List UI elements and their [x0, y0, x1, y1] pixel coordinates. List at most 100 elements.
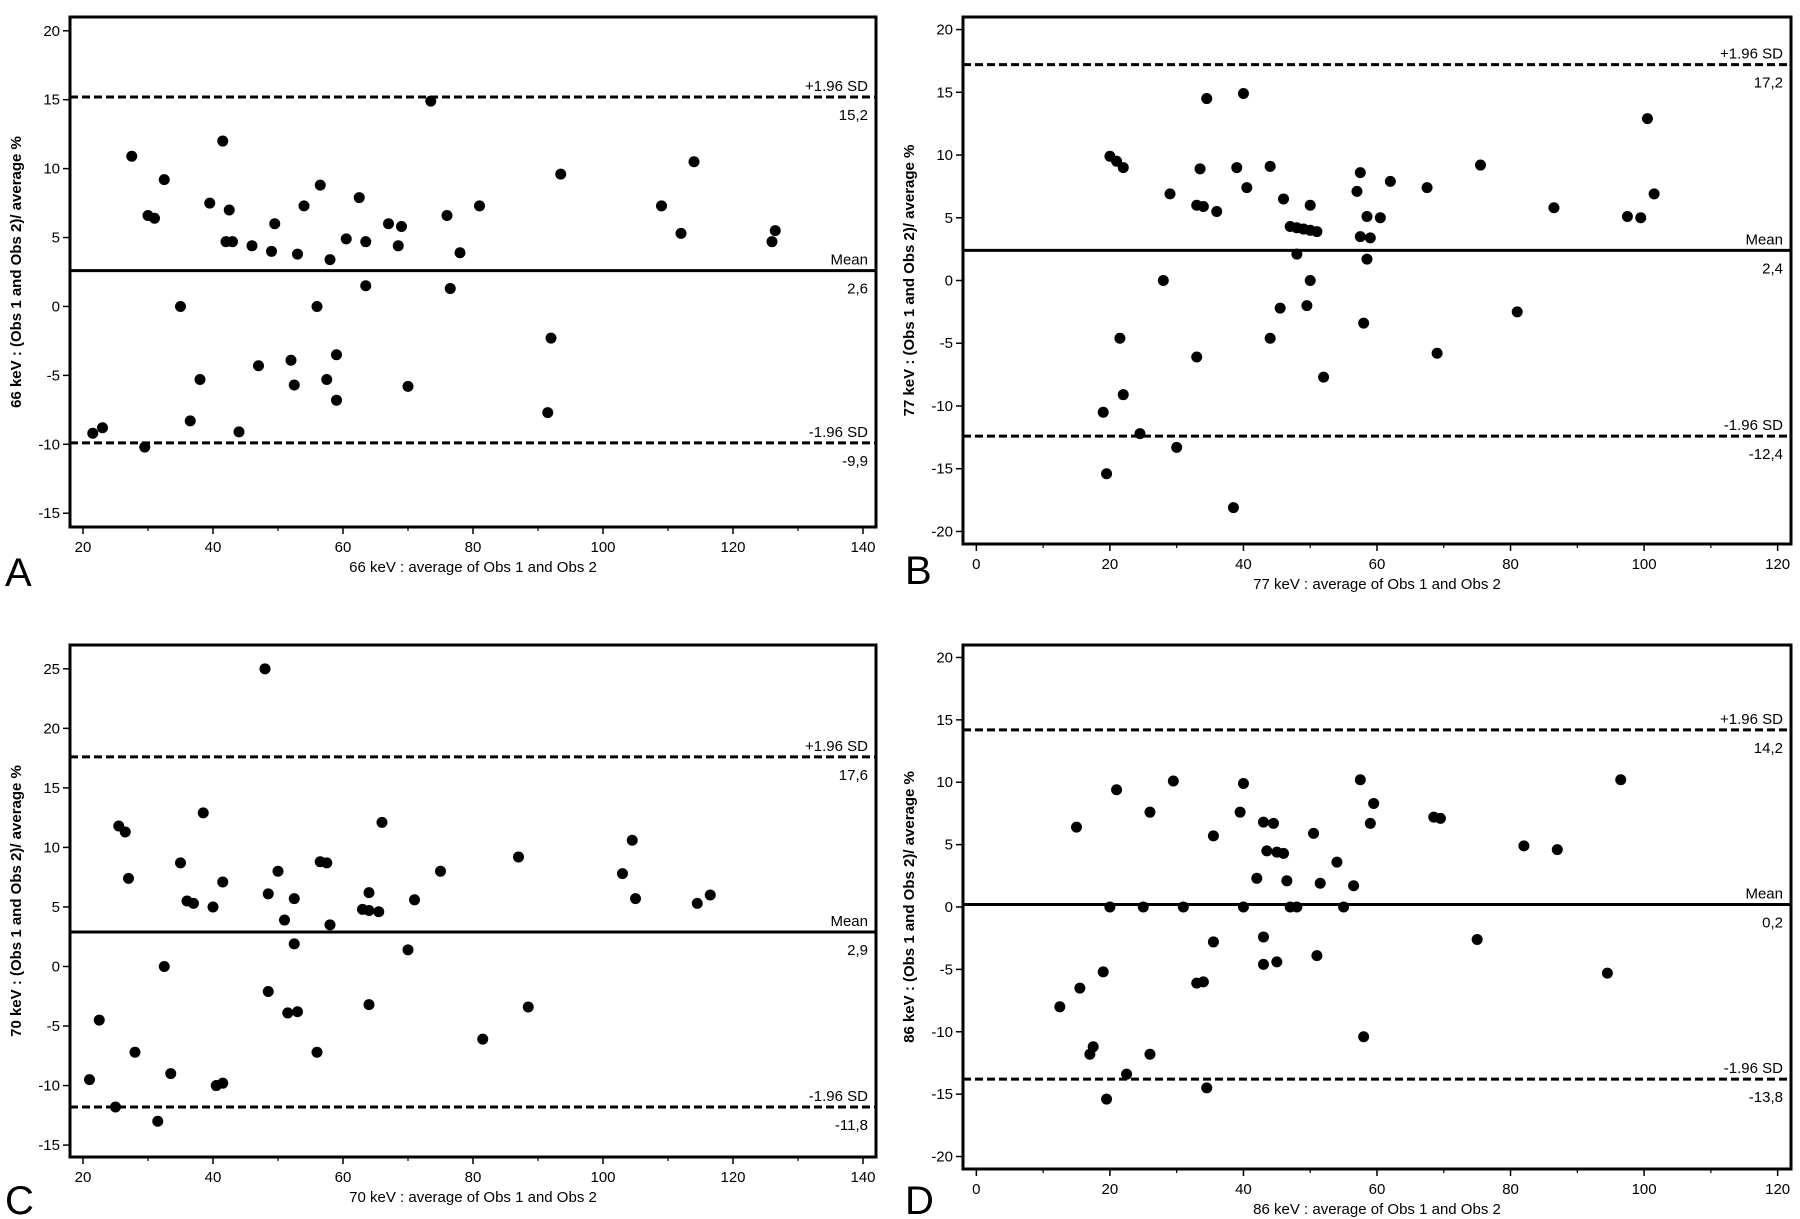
- data-point: [110, 1101, 121, 1113]
- data-point: [363, 887, 375, 899]
- x-tick-label: 120: [720, 1169, 745, 1186]
- data-point: [269, 218, 281, 230]
- data-point: [1167, 775, 1179, 787]
- data-point: [175, 300, 186, 312]
- data-point: [522, 1001, 534, 1013]
- x-tick-label: 120: [720, 539, 745, 556]
- data-point: [1291, 901, 1303, 913]
- data-point: [1104, 901, 1116, 913]
- reference-line-value: 2,4: [1762, 260, 1783, 277]
- reference-line-name: +1.96 SD: [1720, 46, 1783, 63]
- data-point: [1234, 806, 1246, 818]
- y-tick-label: -10: [931, 1024, 953, 1041]
- data-point: [158, 174, 170, 186]
- x-tick-label: 80: [1502, 556, 1519, 573]
- data-point: [1641, 113, 1653, 125]
- y-tick-label: -5: [940, 335, 953, 352]
- data-point: [454, 247, 466, 259]
- y-tick-label: 10: [936, 774, 953, 791]
- reference-line-value: 14,2: [1754, 740, 1783, 757]
- x-tick-label: 0: [972, 1181, 980, 1198]
- data-point: [217, 876, 229, 888]
- data-point: [360, 280, 372, 292]
- data-point: [1241, 182, 1253, 194]
- data-point: [246, 240, 258, 252]
- data-point: [373, 906, 385, 918]
- data-point: [444, 283, 456, 295]
- y-tick-label: 10: [936, 147, 953, 164]
- y-tick-label: -15: [38, 505, 60, 522]
- data-point: [1117, 389, 1129, 401]
- data-point: [1374, 212, 1386, 224]
- data-point: [542, 407, 554, 419]
- data-point: [477, 1033, 489, 1045]
- data-point: [165, 1068, 177, 1080]
- data-point: [1471, 933, 1483, 945]
- data-point: [288, 893, 300, 905]
- data-point: [84, 1074, 95, 1086]
- x-axis-label: 86 keV : average of Obs 1 and Obs 2: [1253, 1201, 1501, 1218]
- data-point: [1197, 200, 1209, 212]
- data-point: [272, 865, 284, 877]
- data-point: [126, 150, 138, 162]
- y-tick-label: 20: [936, 649, 953, 666]
- data-point: [321, 374, 333, 386]
- data-point: [175, 857, 186, 869]
- data-point: [1314, 877, 1326, 889]
- data-point: [1117, 162, 1129, 174]
- data-point: [626, 834, 638, 846]
- data-point: [321, 857, 333, 869]
- x-tick-label: 40: [205, 539, 222, 556]
- data-point: [259, 663, 271, 675]
- y-tick-label: -5: [47, 367, 60, 384]
- x-tick-label: 100: [590, 1169, 615, 1186]
- reference-line-name: +1.96 SD: [805, 738, 868, 755]
- data-point: [1137, 901, 1149, 913]
- data-point: [353, 192, 365, 204]
- data-point: [1354, 231, 1366, 243]
- data-point: [1271, 956, 1283, 968]
- x-tick-label: 40: [205, 1169, 222, 1186]
- data-point: [441, 209, 453, 221]
- y-tick-label: 15: [936, 712, 953, 729]
- data-point: [545, 332, 557, 344]
- reference-line-name: +1.96 SD: [805, 78, 868, 95]
- data-point: [1601, 967, 1613, 979]
- data-point: [123, 872, 134, 884]
- data-point: [675, 227, 687, 239]
- y-tick-label: 0: [945, 899, 953, 916]
- data-point: [217, 1077, 229, 1089]
- x-tick-label: 80: [1502, 1181, 1519, 1198]
- data-point: [1648, 188, 1660, 200]
- y-tick-label: 10: [43, 839, 60, 856]
- y-axis-label: 66 keV : (Obs 1 and Obs 2)/ average %: [8, 136, 25, 408]
- data-point: [409, 894, 420, 906]
- data-point: [1308, 827, 1320, 839]
- data-point: [376, 816, 388, 828]
- plot-frame: [961, 643, 1793, 1171]
- data-point: [1348, 880, 1360, 892]
- data-point: [1257, 958, 1269, 970]
- data-point: [1157, 275, 1169, 286]
- data-point: [279, 914, 290, 926]
- x-tick-label: 40: [1235, 1181, 1252, 1198]
- y-axis-label: 70 keV : (Obs 1 and Obs 2)/ average %: [8, 765, 25, 1037]
- data-point: [435, 865, 446, 877]
- plot-frame: [961, 15, 1793, 546]
- reference-line-value: 15,2: [839, 107, 868, 124]
- x-tick-label: 20: [75, 1169, 92, 1186]
- data-point: [324, 919, 336, 931]
- data-point: [1054, 1001, 1066, 1013]
- x-tick-label: 120: [1765, 556, 1790, 573]
- data-point: [1621, 211, 1633, 223]
- y-tick-label: -10: [38, 1078, 60, 1095]
- data-point: [1358, 1031, 1370, 1043]
- reference-line-name: +1.96 SD: [1720, 711, 1783, 728]
- panel-label: D: [905, 1179, 934, 1219]
- x-tick-label: 20: [75, 539, 92, 556]
- data-point: [1227, 502, 1239, 514]
- y-tick-label: 5: [945, 837, 953, 854]
- x-tick-label: 60: [335, 539, 352, 556]
- reference-line-value: 17,2: [1754, 75, 1783, 92]
- y-tick-label: -5: [940, 961, 953, 978]
